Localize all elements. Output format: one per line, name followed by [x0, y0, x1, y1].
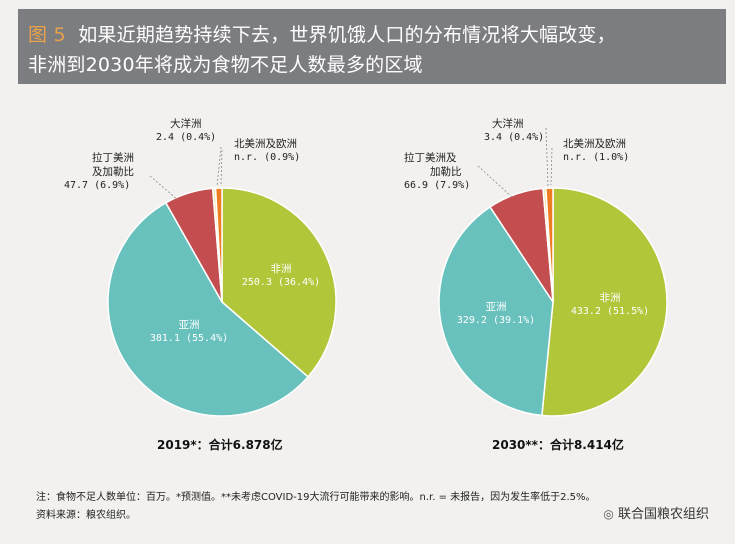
- pie-slice-na-1: [545, 187, 554, 303]
- label-latam-2030-name1: 拉丁美洲及: [404, 152, 457, 164]
- label-africa-2019-value: 250.3 (36.4%): [241, 277, 321, 288]
- label-africa-2030-name: 非洲: [599, 292, 621, 304]
- label-oceania-2019: 大洋洲 2.4 (0.4%): [156, 117, 216, 145]
- label-oceania-2030-name: 大洋洲: [492, 118, 524, 130]
- label-na-europe-2030-value: n.r. (1.0%): [563, 152, 630, 163]
- label-asia-2030-name: 亚洲: [485, 301, 507, 313]
- title-line-1: 图 5 如果近期趋势持续下去，世界饥饿人口的分布情况将大幅改变，: [28, 20, 616, 47]
- leader-line-1-1: [550, 147, 553, 186]
- label-oceania-2019-name: 大洋洲: [170, 118, 202, 130]
- label-latam-2030-name2: 加勒比: [430, 166, 462, 178]
- label-africa-2030: 非洲 433.2 (51.5%): [560, 291, 660, 319]
- leader-line-0-2: [149, 175, 179, 201]
- label-na-europe-2019-name: 北美洲及欧洲: [234, 138, 297, 150]
- pie-slice-asia-0: [107, 201, 310, 417]
- label-oceania-2030: 大洋洲 3.4 (0.4%): [484, 117, 544, 145]
- watermark: ◎ 联合国粮农组织: [603, 503, 709, 522]
- pie-slice-africa-1: [541, 187, 668, 417]
- label-na-europe-2019-value: n.r. (0.9%): [234, 152, 301, 163]
- title-line-2: 非洲到2030年将成为食物不足人数最多的区域: [28, 54, 423, 76]
- label-na-europe-2019: 北美洲及欧洲 n.r. (0.9%): [234, 137, 300, 165]
- caption-2030: 2030**：合计8.414亿: [492, 438, 624, 452]
- label-oceania-2019-value: 2.4 (0.4%): [156, 132, 217, 143]
- leader-line-0-1: [220, 149, 223, 186]
- label-oceania-2030-value: 3.4 (0.4%): [484, 132, 545, 143]
- pie-slice-na-0: [214, 187, 223, 303]
- label-latam-2019-name2: 及加勒比: [92, 166, 134, 178]
- title-banner: 图 5 如果近期趋势持续下去，世界饥饿人口的分布情况将大幅改变， 非洲到2030…: [18, 9, 726, 84]
- label-asia-2019-value: 381.1 (55.4%): [149, 333, 229, 344]
- label-asia-2019: 亚洲 381.1 (55.4%): [134, 318, 244, 346]
- label-latam-2030-value: 66.9 (7.9%): [404, 180, 471, 191]
- label-latam-2019-value: 47.7 (6.9%): [64, 180, 131, 191]
- leader-line-1-0: [545, 127, 549, 187]
- label-asia-2030: 亚洲 329.2 (39.1%): [446, 300, 546, 328]
- label-na-europe-2030: 北美洲及欧洲 n.r. (1.0%): [563, 137, 629, 165]
- label-na-europe-2030-name: 北美洲及欧洲: [563, 138, 626, 150]
- label-africa-2019: 非洲 250.3 (36.4%): [236, 262, 326, 290]
- leader-line-1-2: [477, 165, 513, 198]
- caption-2019: 2019*：合计6.878亿: [157, 438, 283, 452]
- watermark-text: 联合国粮农组织: [617, 507, 709, 522]
- footnote: 注：食物不足人数单位：百万。*预测值。**未考虑COVID-19大流行可能带来的…: [36, 492, 596, 503]
- wechat-icon: ◎: [603, 507, 614, 521]
- label-asia-2030-value: 329.2 (39.1%): [456, 315, 536, 326]
- source-note: 资料来源：粮农组织。: [36, 510, 136, 521]
- title-text-1: 如果近期趋势持续下去，世界饥饿人口的分布情况将大幅改变，: [78, 24, 616, 46]
- label-africa-2019-name: 非洲: [270, 263, 292, 275]
- figure-number: 图 5: [28, 24, 66, 46]
- label-asia-2019-name: 亚洲: [178, 319, 200, 331]
- label-latam-2030: 拉丁美洲及 加勒比 66.9 (7.9%): [404, 151, 470, 193]
- pie-slice-africa-0: [221, 187, 337, 378]
- label-africa-2030-value: 433.2 (51.5%): [570, 306, 650, 317]
- label-latam-2019: 拉丁美洲 及加勒比 47.7 (6.9%): [64, 151, 134, 193]
- leader-line-0-0: [216, 146, 222, 187]
- label-latam-2019-name1: 拉丁美洲: [92, 152, 134, 164]
